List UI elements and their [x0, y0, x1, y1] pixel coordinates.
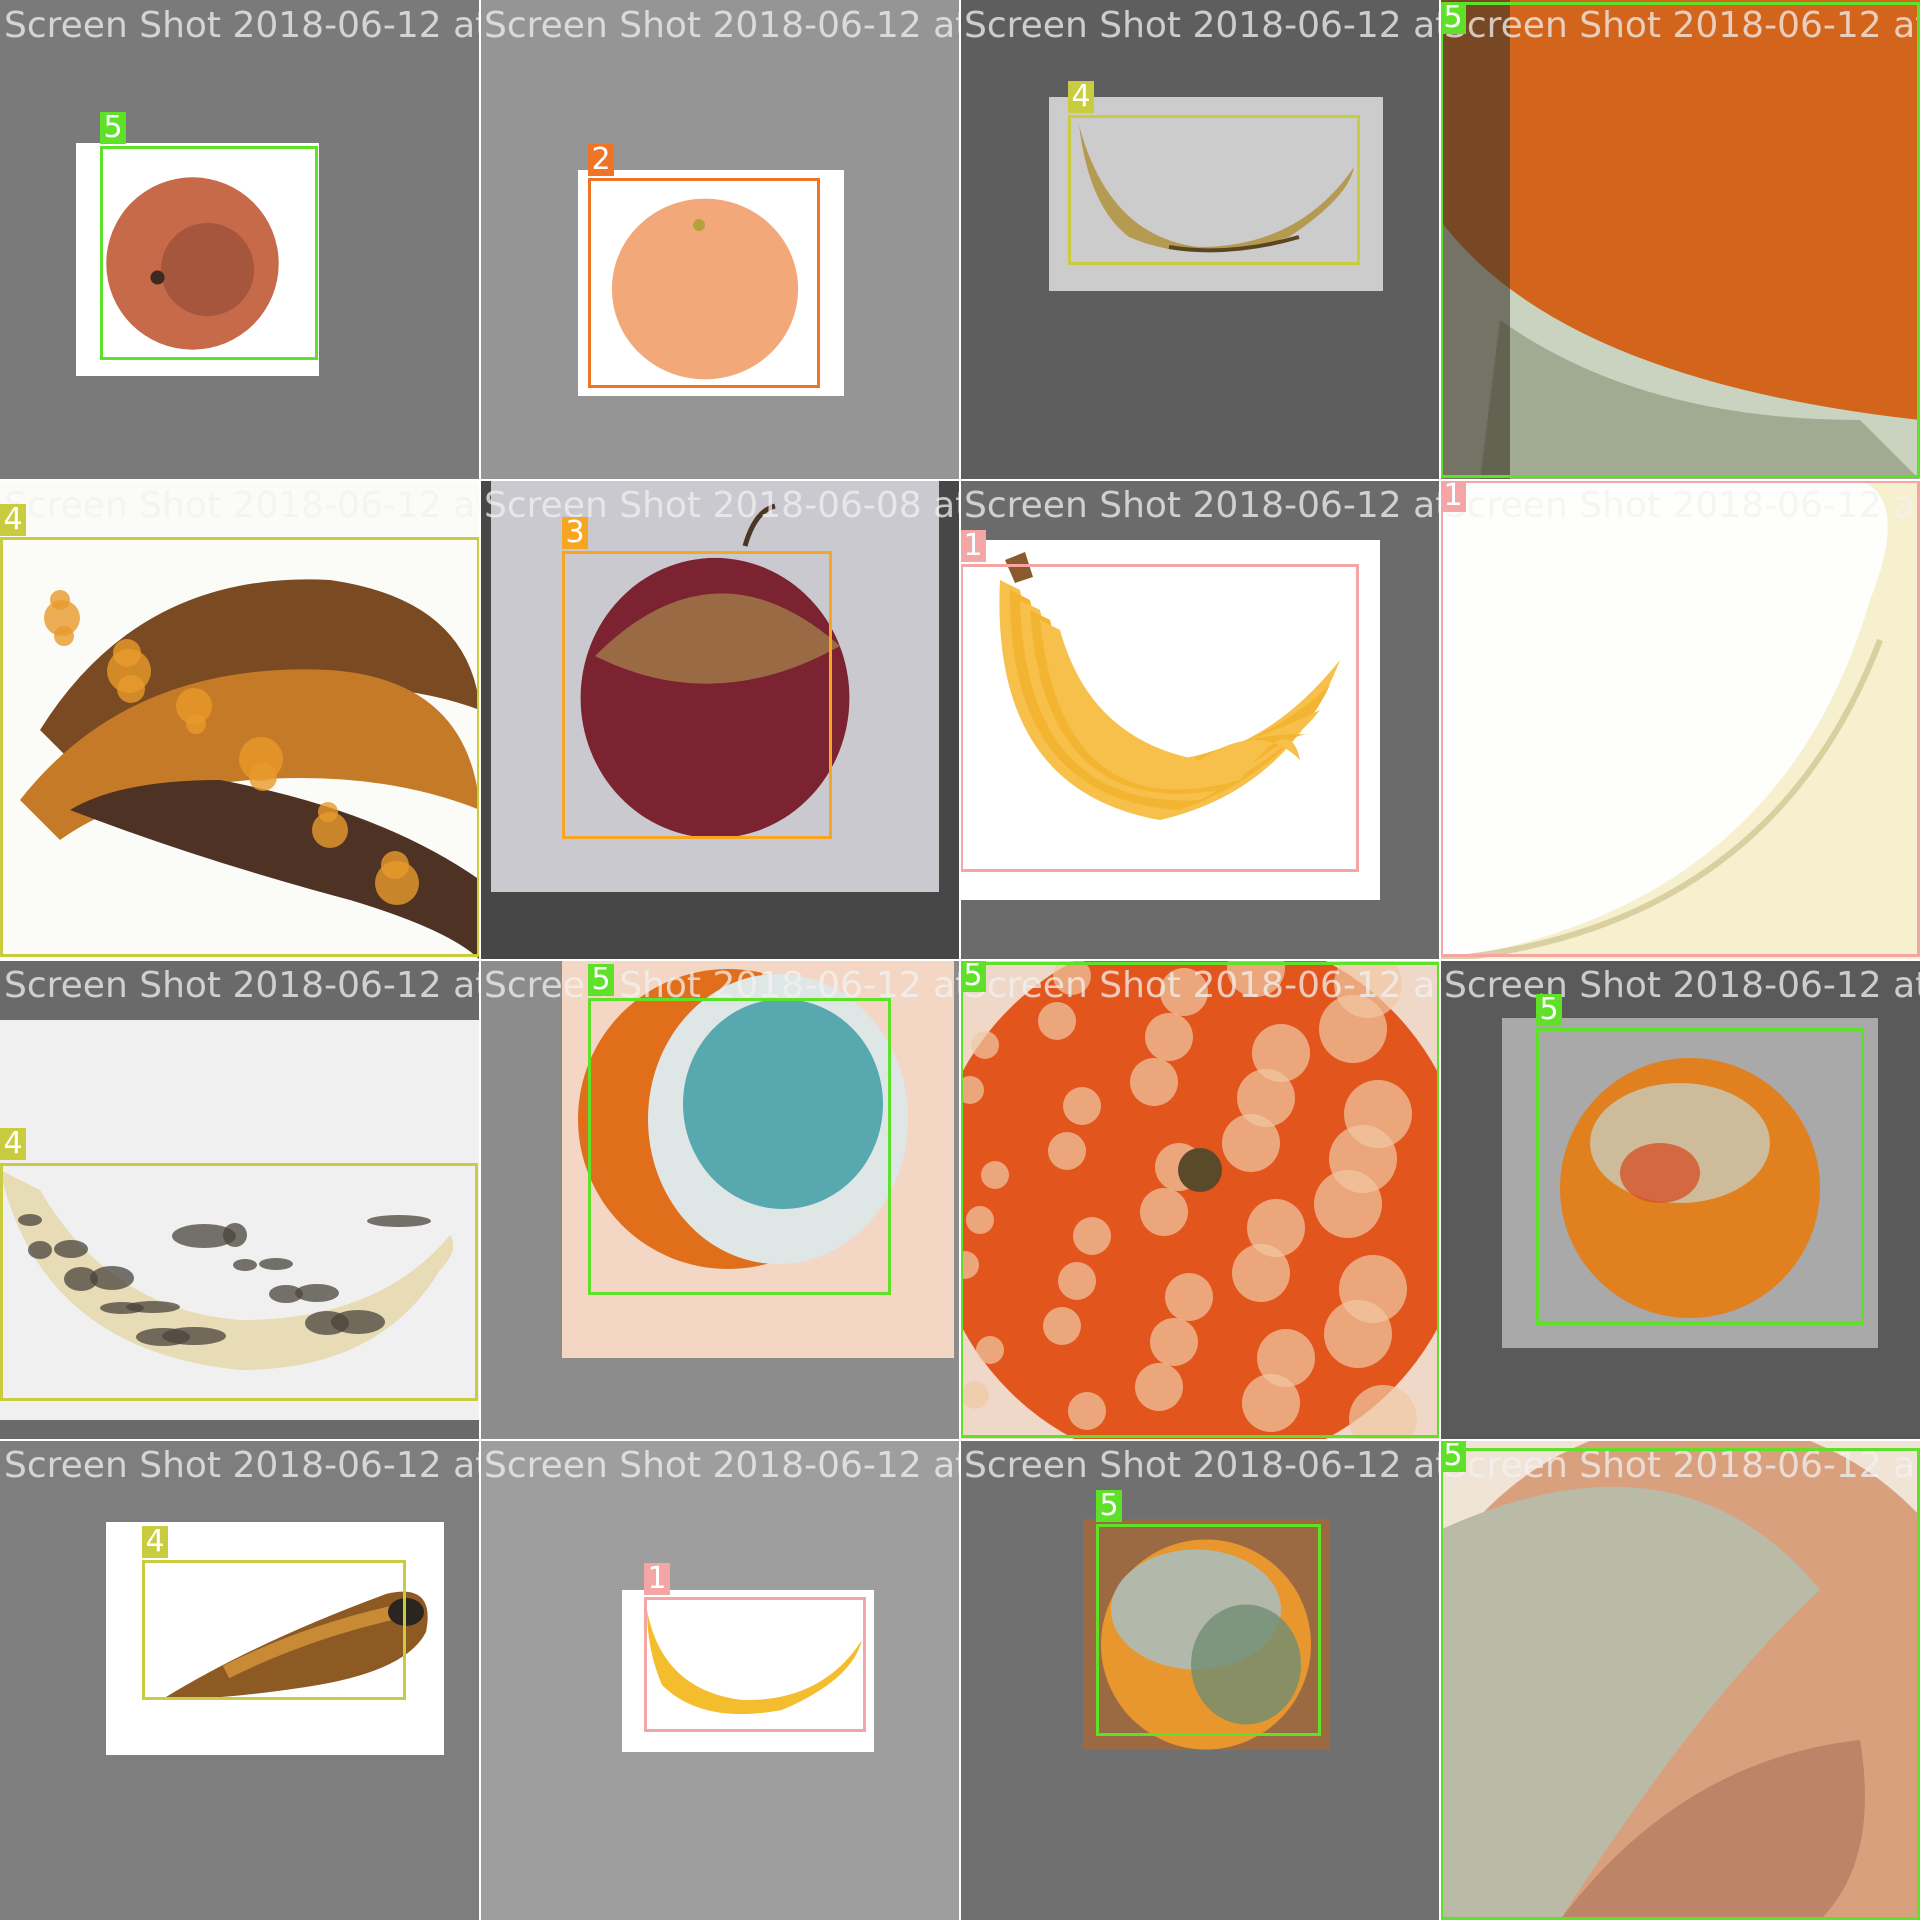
- tile-filename: Screen Shot 2018-06-12 at 9.43.11 PM.png: [484, 1445, 960, 1486]
- fruit-illustration: [611, 198, 799, 380]
- tile-13: Screen Shot 2018-06-12 at 9.27.52 PM.png…: [0, 1440, 480, 1920]
- grid-divider: [0, 959, 1920, 961]
- bounding-box: [1440, 480, 1920, 957]
- tile-filename: Screen Shot 2018-06-12 at 9.38.22 PM.png: [964, 485, 1440, 526]
- grid-divider: [0, 1439, 1920, 1441]
- tile-10: Screen Shot 2018-06-12 at 11.26.49 PM.pn…: [480, 960, 960, 1440]
- fruit-illustration: [1440, 1440, 1920, 1920]
- fruit-photo: [1083, 1519, 1329, 1750]
- fruit-photo: [1049, 97, 1383, 291]
- tile-5: Screen Shot 2018-06-12 at 9.27.40 PM.png…: [0, 480, 480, 960]
- class-label-badge: 5: [1440, 2, 1466, 34]
- class-label-badge: 5: [588, 964, 614, 996]
- class-label-badge: 2: [588, 144, 614, 176]
- fruit-photo: [0, 1020, 480, 1420]
- tile-filename: Screen Shot 2018-06-12 at 11.35.59 PM.pn…: [4, 5, 480, 46]
- tile-16: Screen Shot 2018-06-12 at 5: [1440, 1440, 1920, 1920]
- fruit-photo: [1502, 1018, 1878, 1348]
- tile-1: Screen Shot 2018-06-12 at 11.35.59 PM.pn…: [0, 0, 480, 480]
- class-label-badge: 4: [1068, 81, 1094, 113]
- fruit-illustration: [166, 1591, 428, 1699]
- bounding-box: [100, 146, 318, 360]
- tile-11: Screen Shot 2018-06-12 at 11.26.02 PM.pn…: [960, 960, 1440, 1440]
- tile-filename: Screen Shot 2018-06-12 at 1: [1444, 965, 1920, 1006]
- fruit-illustration: [647, 1610, 862, 1715]
- fruit-illustration: [1560, 1058, 1820, 1318]
- fruit-photo: [622, 1590, 874, 1752]
- tile-9: Screen Shot 2018-06-12 at 9.01.48 PM.png…: [0, 960, 480, 1440]
- class-label-badge: 4: [0, 504, 26, 536]
- tile-3: Screen Shot 2018-06-12 at 9.08.00 PM.png…: [960, 0, 1440, 480]
- class-label-badge: 1: [960, 530, 986, 562]
- bounding-box: [0, 1163, 478, 1401]
- class-label-badge: 3: [562, 517, 588, 549]
- tile-filename: Screen Shot 2018-06-12 at 9.01.48 PM.png: [4, 965, 480, 1006]
- class-label-badge: 1: [1440, 480, 1466, 512]
- fruit-photo: [76, 143, 319, 376]
- fruit-photo: [1440, 1440, 1920, 1920]
- bounding-box: [1068, 115, 1360, 265]
- tile-2: Screen Shot 2018-06-12 at 11.51.08 PM.pn…: [480, 0, 960, 480]
- tile-filename: Screen Shot 2018-06-12 at 11.24.37 PM.pn…: [964, 1445, 1440, 1486]
- fruit-illustration: [999, 552, 1340, 820]
- fruit-illustration: [106, 177, 279, 350]
- bounding-box: [588, 998, 891, 1295]
- tile-filename: Screen Shot 2018-06-12 at 11.51.08 PM.pn…: [484, 5, 960, 46]
- bounding-box: [1536, 1028, 1864, 1325]
- fruit-illustration: [578, 969, 908, 1269]
- bounding-box: [1096, 1524, 1321, 1736]
- bounding-box: [588, 178, 820, 388]
- fruit-photo: [1440, 480, 1920, 960]
- class-label-badge: 5: [100, 112, 126, 144]
- fruit-illustration: [20, 579, 480, 960]
- bounding-box: [0, 537, 480, 957]
- bounding-box: [960, 962, 1440, 1438]
- tile-14: Screen Shot 2018-06-12 at 9.43.11 PM.png…: [480, 1440, 960, 1920]
- fruit-illustration: [960, 960, 1440, 1440]
- fruit-photo: [960, 960, 1440, 1440]
- bounding-box: [960, 564, 1359, 872]
- tile-filename: Screen Shot 2018-06-12 at 9.27.52 PM.png: [4, 1445, 480, 1486]
- fruit-illustration: [1101, 1539, 1311, 1750]
- class-label-badge: 4: [0, 1128, 26, 1160]
- class-label-badge: 1: [644, 1563, 670, 1595]
- fruit-photo: [960, 540, 1380, 900]
- fruit-photo: [0, 480, 480, 960]
- fruit-photo: [1440, 0, 1920, 480]
- tile-7: Screen Shot 2018-06-12 at 9.38.22 PM.png…: [960, 480, 1440, 960]
- tile-filename: Screen Shot 2018-06-12 at 9.08.00 PM.png: [964, 5, 1440, 46]
- bounding-box: [1440, 2, 1920, 478]
- fruit-illustration: [1440, 0, 1920, 480]
- class-label-badge: 5: [1440, 1440, 1466, 1472]
- tile-6: Screen Shot 2018-06-08 at 2.39.35 PM.png…: [480, 480, 960, 960]
- class-label-badge: 4: [142, 1526, 168, 1558]
- bounding-box: [644, 1597, 866, 1732]
- fruit-photo: [578, 170, 844, 396]
- class-label-badge: 5: [1096, 1490, 1122, 1522]
- class-label-badge: 5: [960, 960, 986, 992]
- bounding-box: [562, 551, 832, 839]
- tile-15: Screen Shot 2018-06-12 at 11.24.37 PM.pn…: [960, 1440, 1440, 1920]
- fruit-illustration: [1079, 125, 1354, 253]
- bounding-box: [142, 1560, 406, 1700]
- fruit-illustration: [580, 503, 850, 839]
- fruit-illustration: [0, 1170, 454, 1370]
- fruit-illustration: [1440, 480, 1920, 960]
- class-label-badge: 5: [1536, 994, 1562, 1026]
- bounding-box: [1440, 1448, 1920, 1920]
- grid-divider: [1439, 0, 1441, 1920]
